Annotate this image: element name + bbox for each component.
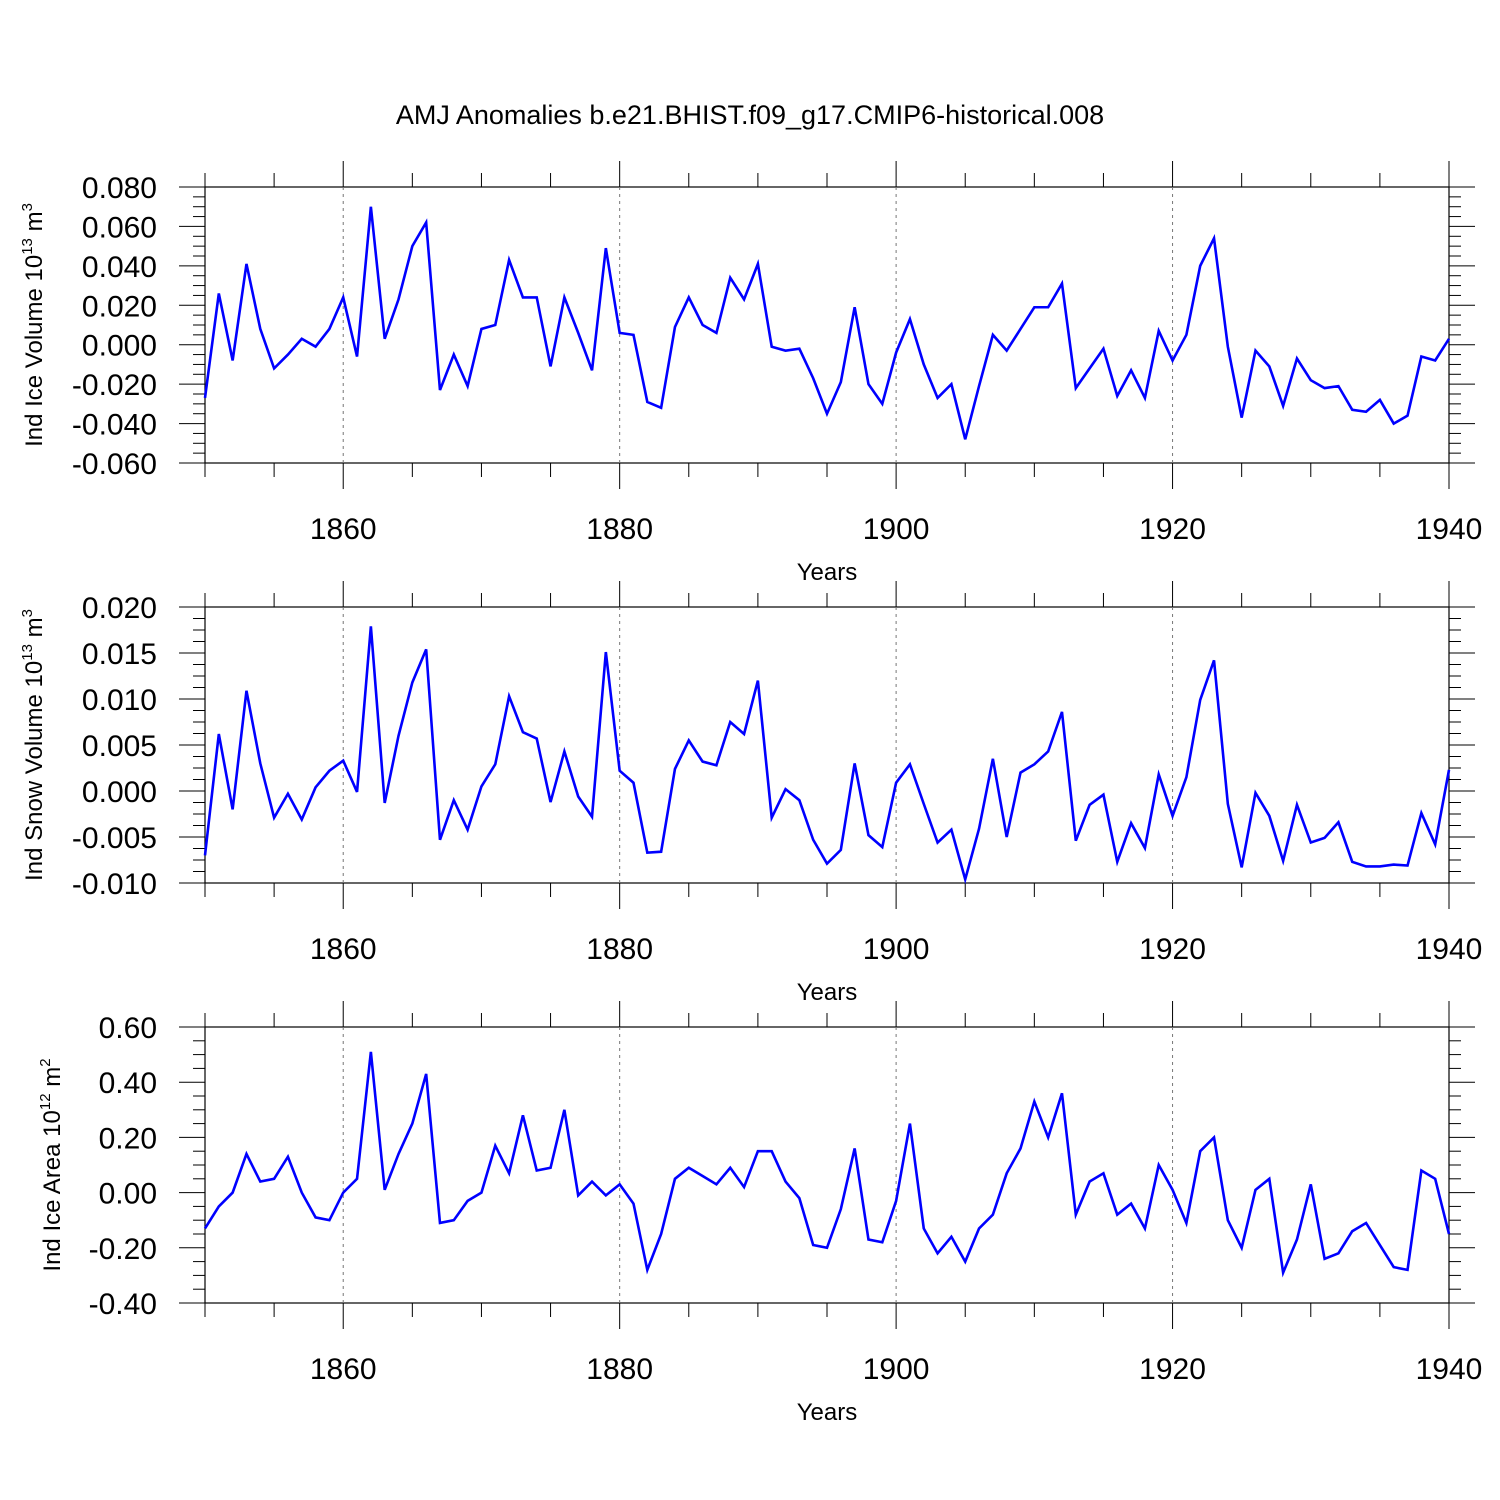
ice-area-series-line <box>203 1051 1451 1278</box>
ice-area-ytick-label: 0.20 <box>99 1122 157 1155</box>
ice-volume-ytick-label: 0.000 <box>82 330 157 363</box>
ice-area-plot-frame <box>204 1026 1450 1304</box>
ice-area-xtick-label: 1920 <box>1139 1353 1206 1386</box>
ice-area-ytick-label: 0.00 <box>99 1178 157 1211</box>
snow-volume-plot-frame <box>204 606 1450 884</box>
figure-title: AMJ Anomalies b.e21.BHIST.f09_g17.CMIP6-… <box>396 100 1104 130</box>
ice-volume-ytick-label: 0.060 <box>82 211 157 244</box>
ice-volume-xtick-label: 1940 <box>1416 513 1483 546</box>
ice-area-ytick-label: -0.20 <box>89 1233 157 1266</box>
ice-volume-xtick-label: 1860 <box>310 513 377 546</box>
ice-volume-ylabel: Ind Ice Volume 1013 m3 <box>19 203 48 447</box>
ice-volume-ytick-label: -0.060 <box>72 448 157 481</box>
snow-volume-xtick-label: 1920 <box>1139 933 1206 966</box>
snow-volume-ylabel: Ind Snow Volume 1013 m3 <box>19 609 48 881</box>
ice-area-xlabel: Years <box>797 1399 858 1426</box>
snow-volume-ytick-label: 0.015 <box>82 638 157 671</box>
snow-volume-xtick-label: 1940 <box>1416 933 1483 966</box>
ice-volume-plot-frame <box>204 186 1450 464</box>
ice-volume-ytick-label: -0.040 <box>72 409 157 442</box>
ice-volume-ytick-label: 0.020 <box>82 290 157 323</box>
snow-volume-ytick-label: -0.005 <box>72 822 157 855</box>
ice-volume-xlabel: Years <box>797 559 858 586</box>
ice-area-xtick-label: 1900 <box>863 1353 930 1386</box>
snow-volume-ytick-label: -0.010 <box>72 868 157 901</box>
ice-volume-ytick-label: 0.080 <box>82 172 157 205</box>
ice-volume-xtick-label: 1900 <box>863 513 930 546</box>
snow-volume-ytick-label: 0.005 <box>82 730 157 763</box>
snow-volume-panel: Ind Snow Volume 1013 m3 Years 1860 1880 19… <box>19 581 1482 1006</box>
ice-volume-xtick-label: 1920 <box>1139 513 1206 546</box>
ice-area-xtick-label: 1880 <box>586 1353 653 1386</box>
snow-volume-xtick-label: 1860 <box>310 933 377 966</box>
ice-area-ytick-label: 0.40 <box>99 1067 157 1100</box>
snow-volume-xtick-label: 1900 <box>863 933 930 966</box>
snow-volume-xlabel: Years <box>797 979 858 1006</box>
snow-volume-xtick-label: 1880 <box>586 933 653 966</box>
ice-volume-ytick-label: -0.020 <box>72 369 157 402</box>
ice-volume-ytick-label: 0.040 <box>82 251 157 284</box>
ice-volume-series-line <box>203 206 1451 440</box>
snow-volume-ytick-label: 0.000 <box>82 776 157 809</box>
ice-volume-panel: Ind Ice Volume 1013 m3 Years 1860 1880 190… <box>19 161 1482 586</box>
snow-volume-ytick-label: 0.010 <box>82 684 157 717</box>
ice-area-ylabel: Ind Ice Area 1012 m2 <box>37 1058 66 1271</box>
ice-area-ytick-label: -0.40 <box>89 1288 157 1321</box>
ice-volume-xtick-label: 1880 <box>586 513 653 546</box>
ice-area-xtick-label: 1940 <box>1416 1353 1483 1386</box>
ice-area-ytick-label: 0.60 <box>99 1012 157 1045</box>
ice-area-panel: Ind Ice Area 1012 m2 Years 1860 1880 1900 1… <box>37 1001 1482 1426</box>
ice-area-xtick-label: 1860 <box>310 1353 377 1386</box>
snow-volume-series-line <box>203 626 1451 885</box>
snow-volume-ytick-label: 0.020 <box>82 592 157 625</box>
